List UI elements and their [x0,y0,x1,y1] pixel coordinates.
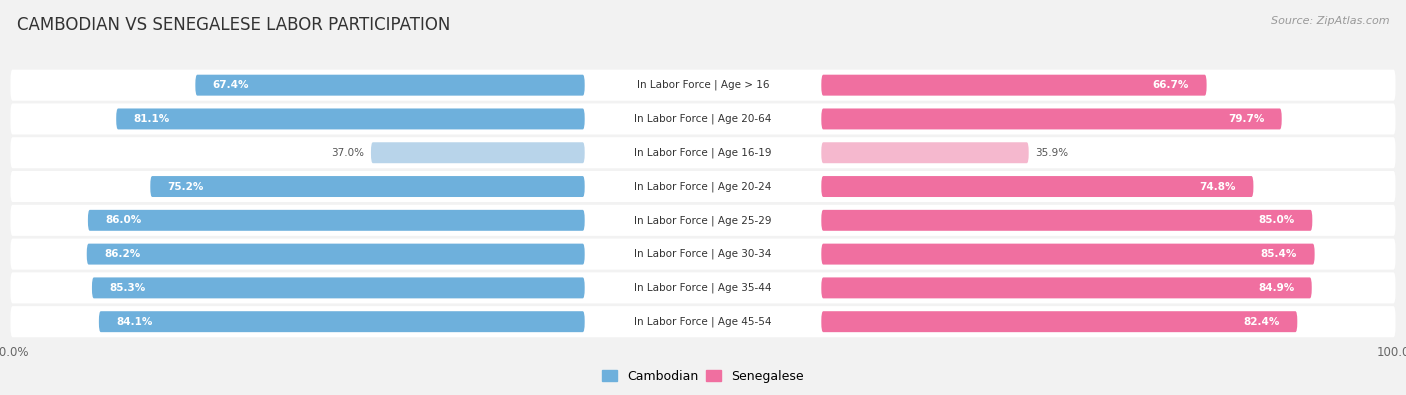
FancyBboxPatch shape [89,210,585,231]
Text: In Labor Force | Age 20-24: In Labor Force | Age 20-24 [634,181,772,192]
FancyBboxPatch shape [10,103,1396,134]
Text: 35.9%: 35.9% [1036,148,1069,158]
Text: In Labor Force | Age 30-34: In Labor Force | Age 30-34 [634,249,772,260]
Text: In Labor Force | Age 45-54: In Labor Force | Age 45-54 [634,316,772,327]
Text: In Labor Force | Age 35-44: In Labor Force | Age 35-44 [634,283,772,293]
FancyBboxPatch shape [821,75,1206,96]
FancyBboxPatch shape [595,71,811,98]
FancyBboxPatch shape [595,105,811,132]
Text: 84.9%: 84.9% [1258,283,1295,293]
FancyBboxPatch shape [821,244,1315,265]
FancyBboxPatch shape [10,171,1396,202]
FancyBboxPatch shape [195,75,585,96]
Text: 74.8%: 74.8% [1199,182,1236,192]
Legend: Cambodian, Senegalese: Cambodian, Senegalese [598,365,808,388]
FancyBboxPatch shape [595,207,811,233]
Text: Source: ZipAtlas.com: Source: ZipAtlas.com [1271,16,1389,26]
FancyBboxPatch shape [595,308,811,335]
Text: In Labor Force | Age 20-64: In Labor Force | Age 20-64 [634,114,772,124]
FancyBboxPatch shape [10,273,1396,303]
Text: 81.1%: 81.1% [134,114,170,124]
FancyBboxPatch shape [150,176,585,197]
FancyBboxPatch shape [821,277,1312,298]
FancyBboxPatch shape [821,311,1298,332]
FancyBboxPatch shape [595,173,811,199]
Text: 37.0%: 37.0% [330,148,364,158]
FancyBboxPatch shape [10,205,1396,236]
Text: 75.2%: 75.2% [167,182,204,192]
FancyBboxPatch shape [821,176,1253,197]
FancyBboxPatch shape [10,306,1396,337]
FancyBboxPatch shape [821,210,1312,231]
Text: 84.1%: 84.1% [117,317,153,327]
FancyBboxPatch shape [10,70,1396,101]
FancyBboxPatch shape [371,142,585,163]
Text: In Labor Force | Age 25-29: In Labor Force | Age 25-29 [634,215,772,226]
FancyBboxPatch shape [117,109,585,130]
FancyBboxPatch shape [821,109,1282,130]
FancyBboxPatch shape [91,277,585,298]
Text: CAMBODIAN VS SENEGALESE LABOR PARTICIPATION: CAMBODIAN VS SENEGALESE LABOR PARTICIPAT… [17,16,450,34]
Text: 67.4%: 67.4% [212,80,249,90]
FancyBboxPatch shape [595,275,811,301]
FancyBboxPatch shape [10,239,1396,270]
Text: 82.4%: 82.4% [1243,317,1279,327]
Text: 85.0%: 85.0% [1258,215,1295,225]
FancyBboxPatch shape [595,241,811,267]
Text: 85.4%: 85.4% [1261,249,1298,259]
FancyBboxPatch shape [87,244,585,265]
Text: In Labor Force | Age > 16: In Labor Force | Age > 16 [637,80,769,90]
FancyBboxPatch shape [98,311,585,332]
Text: 86.0%: 86.0% [105,215,142,225]
FancyBboxPatch shape [821,142,1029,163]
FancyBboxPatch shape [10,137,1396,168]
Text: 86.2%: 86.2% [104,249,141,259]
FancyBboxPatch shape [595,139,811,166]
Text: 66.7%: 66.7% [1153,80,1189,90]
Text: 85.3%: 85.3% [110,283,146,293]
Text: 79.7%: 79.7% [1227,114,1264,124]
Text: In Labor Force | Age 16-19: In Labor Force | Age 16-19 [634,147,772,158]
